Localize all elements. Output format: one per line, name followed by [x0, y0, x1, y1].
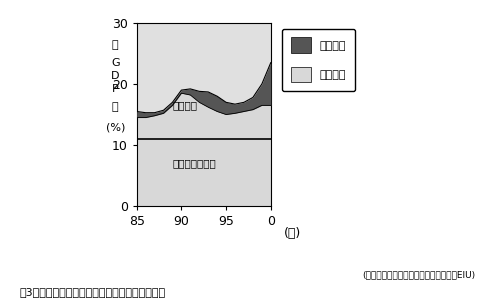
Text: 导: 导 [112, 40, 118, 50]
Text: P: P [112, 84, 118, 94]
Text: (年): (年) [284, 227, 302, 240]
Text: 図3　総需要に対する財政赤字と企業投資の割合: 図3 総需要に対する財政赤字と企業投資の割合 [20, 287, 166, 297]
Text: D: D [111, 71, 120, 81]
Text: 過剰需要: 過剰需要 [172, 100, 198, 110]
Text: 比: 比 [112, 102, 118, 112]
Text: G: G [111, 58, 120, 68]
Text: (%): (%) [106, 122, 125, 132]
Legend: 財政赤字, 企業投資: 財政赤字, 企業投資 [282, 28, 355, 91]
Text: 持続可能な需要: 持続可能な需要 [172, 158, 216, 168]
Text: (出所　ゴールドマン・サックス証券、EIU): (出所 ゴールドマン・サックス証券、EIU) [362, 270, 475, 279]
